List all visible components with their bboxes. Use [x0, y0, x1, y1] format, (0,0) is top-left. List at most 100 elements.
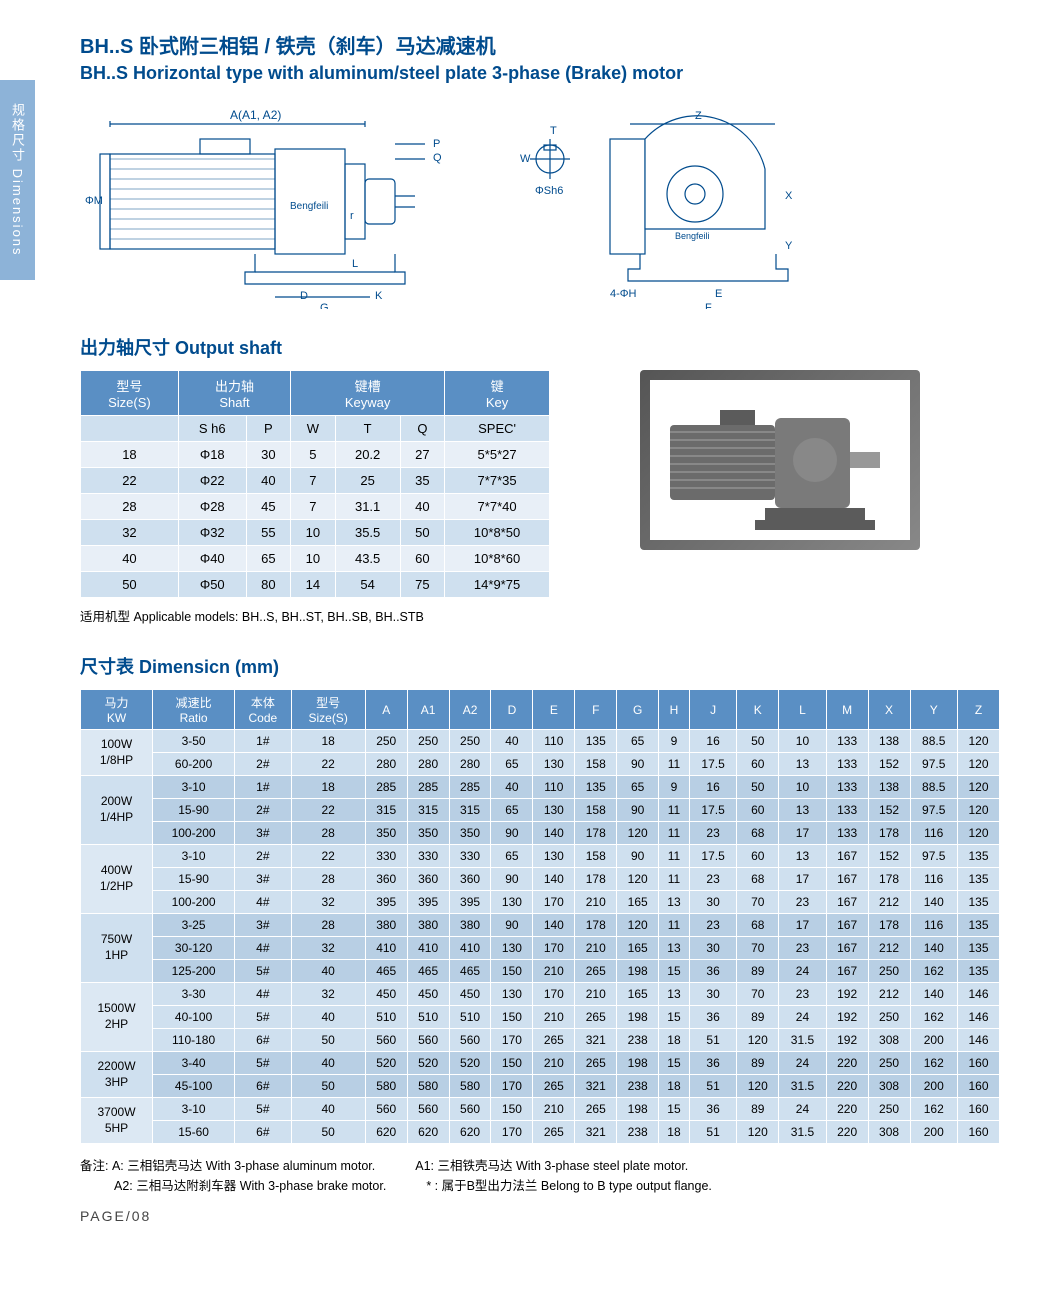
dim-cell: 22	[291, 845, 365, 868]
dim-cell: 65	[491, 845, 533, 868]
dim-cell: 120	[957, 799, 999, 822]
shaft-cell: 20.2	[335, 442, 400, 468]
dim-cell: 40	[291, 960, 365, 983]
dim-cell: 167	[826, 891, 868, 914]
dim-kw-cell: 1500W 2HP	[81, 983, 153, 1052]
label-Y: Y	[785, 240, 793, 252]
dim-cell: 18	[659, 1075, 690, 1098]
shaft-cell: 7	[291, 494, 335, 520]
dim-cell: 23	[689, 914, 736, 937]
dim-cell: 30-120	[153, 937, 235, 960]
shaft-cell: 14*9*75	[445, 572, 550, 598]
dim-cell: 162	[910, 960, 957, 983]
dim-cell: 250	[868, 1006, 910, 1029]
dim-cell: 65	[491, 753, 533, 776]
dim-header-cell: A1	[407, 690, 449, 730]
dim-cell: 50	[737, 776, 779, 799]
dim-cell: 238	[617, 1121, 659, 1144]
dim-kw-cell: 750W 1HP	[81, 914, 153, 983]
dim-cell: 13	[659, 983, 690, 1006]
dim-cell: 210	[533, 1052, 575, 1075]
diagram-row: A(A1, A2) P Q r L D K G ΦM Bengfeili	[80, 99, 990, 309]
dim-cell: 15	[659, 960, 690, 983]
dim-cell: 116	[910, 914, 957, 937]
dim-cell: 146	[957, 1006, 999, 1029]
dim-cell: 192	[826, 1029, 868, 1052]
shaft-subhead-cell: P	[246, 416, 290, 442]
dim-cell: 133	[826, 822, 868, 845]
dim-cell: 165	[617, 891, 659, 914]
dim-cell: 520	[407, 1052, 449, 1075]
dim-cell: 90	[617, 753, 659, 776]
dim-cell: 133	[826, 776, 868, 799]
dim-cell: 51	[689, 1075, 736, 1098]
dim-cell: 100-200	[153, 891, 235, 914]
shaft-cell: 7*7*40	[445, 494, 550, 520]
output-shaft-table: 型号 Size(S) 出力轴 Shaft 键槽 Keyway 键 Key S h…	[80, 370, 550, 598]
label-Sh6: ΦSh6	[535, 185, 563, 197]
dim-cell: 28	[291, 822, 365, 845]
shaft-cell: 35.5	[335, 520, 400, 546]
diagram-side-view: A(A1, A2) P Q r L D K G ΦM Bengfeili	[80, 99, 460, 309]
dim-cell: 560	[365, 1098, 407, 1121]
dim-cell: 120	[957, 776, 999, 799]
dim-cell: 210	[533, 960, 575, 983]
dim-cell: 560	[449, 1098, 491, 1121]
dim-cell: 10	[779, 776, 826, 799]
shaft-cell: 75	[400, 572, 444, 598]
shaft-cell: 10*8*60	[445, 546, 550, 572]
dim-cell: 30	[689, 983, 736, 1006]
dim-cell: 50	[291, 1029, 365, 1052]
dim-header-cell: X	[868, 690, 910, 730]
shaft-cell: Φ18	[178, 442, 246, 468]
dim-cell: 130	[533, 753, 575, 776]
shaft-cell: Φ50	[178, 572, 246, 598]
dim-cell: 330	[449, 845, 491, 868]
dim-cell: 520	[449, 1052, 491, 1075]
dim-cell: 65	[617, 776, 659, 799]
shaft-cell: Φ40	[178, 546, 246, 572]
dim-cell: 70	[737, 983, 779, 1006]
dim-cell: 280	[449, 753, 491, 776]
dim-cell: 3-10	[153, 776, 235, 799]
dim-header-cell: A	[365, 690, 407, 730]
shaft-cell: 40	[246, 468, 290, 494]
dim-cell: 31.5	[779, 1029, 826, 1052]
dim-cell: 330	[365, 845, 407, 868]
dim-cell: 308	[868, 1121, 910, 1144]
shaft-cell: 14	[291, 572, 335, 598]
label-T: T	[550, 125, 557, 137]
dim-cell: 200	[910, 1029, 957, 1052]
dim-cell: 162	[910, 1098, 957, 1121]
dim-cell: 31.5	[779, 1121, 826, 1144]
dim-cell: 68	[737, 868, 779, 891]
shaft-cell: 10*8*50	[445, 520, 550, 546]
dim-cell: 15	[659, 1098, 690, 1121]
dim-cell: 100-200	[153, 822, 235, 845]
shaft-cell: 7	[291, 468, 335, 494]
shaft-cell: 40	[81, 546, 179, 572]
dim-header-cell: K	[737, 690, 779, 730]
dim-cell: 23	[689, 822, 736, 845]
dim-cell: 321	[575, 1075, 617, 1098]
dim-cell: 23	[779, 937, 826, 960]
shaft-cell: 22	[81, 468, 179, 494]
dim-cell: 40	[291, 1098, 365, 1121]
dim-cell: 130	[533, 845, 575, 868]
dim-cell: 285	[407, 776, 449, 799]
dim-cell: 158	[575, 799, 617, 822]
dim-header-cell: E	[533, 690, 575, 730]
dim-cell: 68	[737, 914, 779, 937]
label-Q: Q	[433, 152, 442, 164]
dim-cell: 165	[617, 937, 659, 960]
dim-cell: 6#	[235, 1121, 291, 1144]
dim-cell: 162	[910, 1052, 957, 1075]
dim-cell: 23	[689, 868, 736, 891]
dim-cell: 308	[868, 1029, 910, 1052]
dim-cell: 167	[826, 914, 868, 937]
dim-cell: 5#	[235, 1098, 291, 1121]
dim-cell: 3-10	[153, 845, 235, 868]
dim-cell: 40	[291, 1052, 365, 1075]
dim-cell: 120	[957, 753, 999, 776]
dim-cell: 330	[407, 845, 449, 868]
